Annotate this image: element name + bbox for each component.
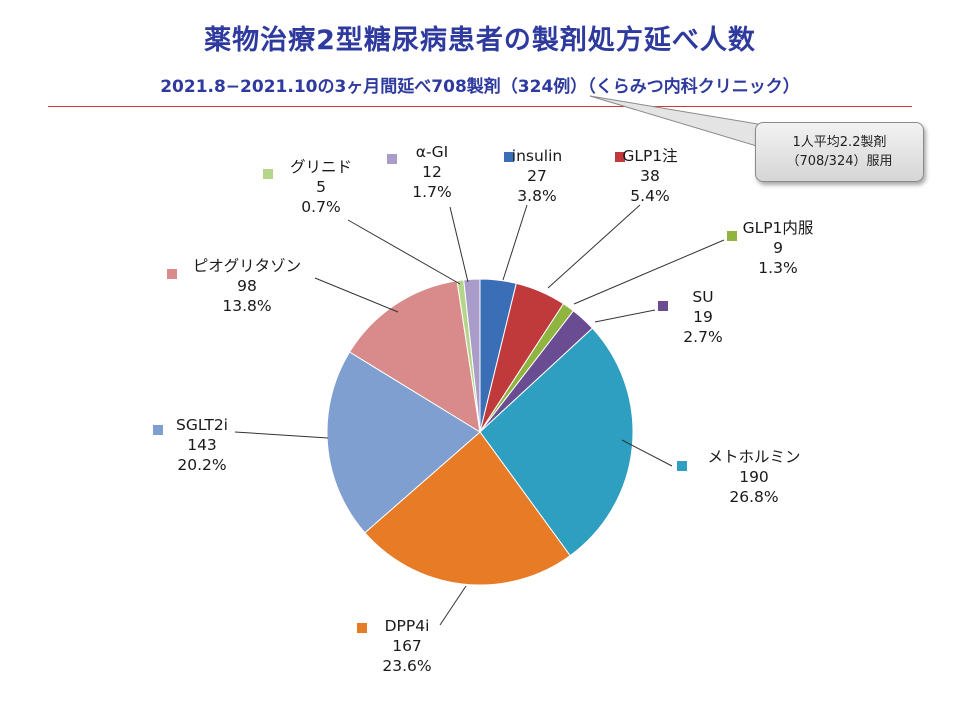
slice-label-6-value: 143: [187, 436, 217, 454]
slice-label-1-name: GLP1注: [622, 147, 677, 165]
slice-label-0-name: insulin: [512, 147, 562, 165]
leader-line-3: [594, 309, 656, 323]
legend-key-7: [167, 269, 177, 279]
pie-slice-7: [348, 280, 481, 433]
slice-label-2-percent: 1.3%: [758, 259, 797, 277]
callout-line-1: 1人平均2.2製剤: [792, 135, 887, 150]
slice-label-8-value: 5: [316, 178, 326, 196]
slice-label-1-value: 38: [640, 167, 660, 185]
callout-line-2: （708/324）服用: [786, 154, 893, 169]
slice-label-9-value: 12: [422, 163, 442, 181]
slice-label-6-name: SGLT2i: [176, 416, 228, 434]
slice-label-8-name: グリニド: [290, 158, 352, 176]
leader-line-5: [439, 585, 467, 626]
leader-line-9: [449, 206, 469, 283]
leader-line-2: [573, 239, 725, 305]
legend-key-4: [677, 461, 687, 471]
legend-key-9: [387, 154, 397, 164]
slice-label-9-name: α-GI: [416, 143, 448, 161]
slice-label-5-name: DPP4i: [385, 617, 430, 635]
title-divider: [48, 106, 912, 107]
slice-label-4-name: メトホルミン: [707, 448, 800, 466]
legend-key-0: [504, 152, 514, 162]
slice-label-8-percent: 0.7%: [301, 198, 340, 216]
slice-label-4-percent: 26.8%: [729, 488, 778, 506]
slice-label-6-percent: 20.2%: [177, 456, 226, 474]
slice-label-7-value: 98: [237, 277, 257, 295]
legend-key-6: [153, 425, 163, 435]
legend-key-8: [263, 169, 273, 179]
slice-label-1-percent: 5.4%: [630, 187, 669, 205]
chart-subtitle: 2021.8−2021.10の3ヶ月間延べ708製剤（324例）（くらみつ内科ク…: [160, 77, 800, 97]
slice-label-5-percent: 23.6%: [382, 657, 431, 675]
pie-slice-9: [463, 278, 481, 433]
leader-line-4: [621, 439, 673, 467]
pie-slice-6: [326, 351, 481, 534]
slice-label-7-name: ピオグリタゾン: [193, 257, 301, 275]
legend-key-1: [615, 152, 625, 162]
legend-key-3: [658, 301, 668, 311]
leader-line-6: [234, 431, 329, 439]
average-callout: 1人平均2.2製剤 （708/324）服用: [755, 122, 924, 182]
pie-slice-4: [479, 327, 634, 557]
slice-label-2-name: GLP1内服: [743, 219, 814, 237]
slice-label-7-percent: 13.8%: [222, 297, 271, 315]
slice-label-3-percent: 2.7%: [683, 328, 722, 346]
slice-label-5-value: 167: [392, 637, 422, 655]
pie-slices: [326, 278, 634, 586]
chart-title: 薬物治療2型糖尿病患者の製剤処方延べ人数: [204, 25, 756, 56]
leader-line-0: [502, 204, 528, 281]
slice-label-2-value: 9: [773, 239, 783, 257]
slice-label-0-percent: 3.8%: [517, 187, 556, 205]
slice-label-4-value: 190: [739, 468, 769, 486]
leader-line-1: [547, 204, 641, 289]
slice-label-3-name: SU: [692, 288, 713, 306]
leader-line-8: [347, 219, 461, 285]
pie-labels: insulin 27 3.8% GLP1注 38 5.4% GLP1内服 9 1.3% SU 19 2…: [153, 143, 814, 675]
slice-label-0-value: 27: [527, 167, 547, 185]
pie-slice-5: [364, 431, 571, 586]
legend-key-5: [357, 623, 367, 633]
slice-label-3-value: 19: [693, 308, 713, 326]
legend-key-2: [727, 231, 737, 241]
leader-line-7: [314, 277, 399, 313]
slice-label-9-percent: 1.7%: [412, 183, 451, 201]
